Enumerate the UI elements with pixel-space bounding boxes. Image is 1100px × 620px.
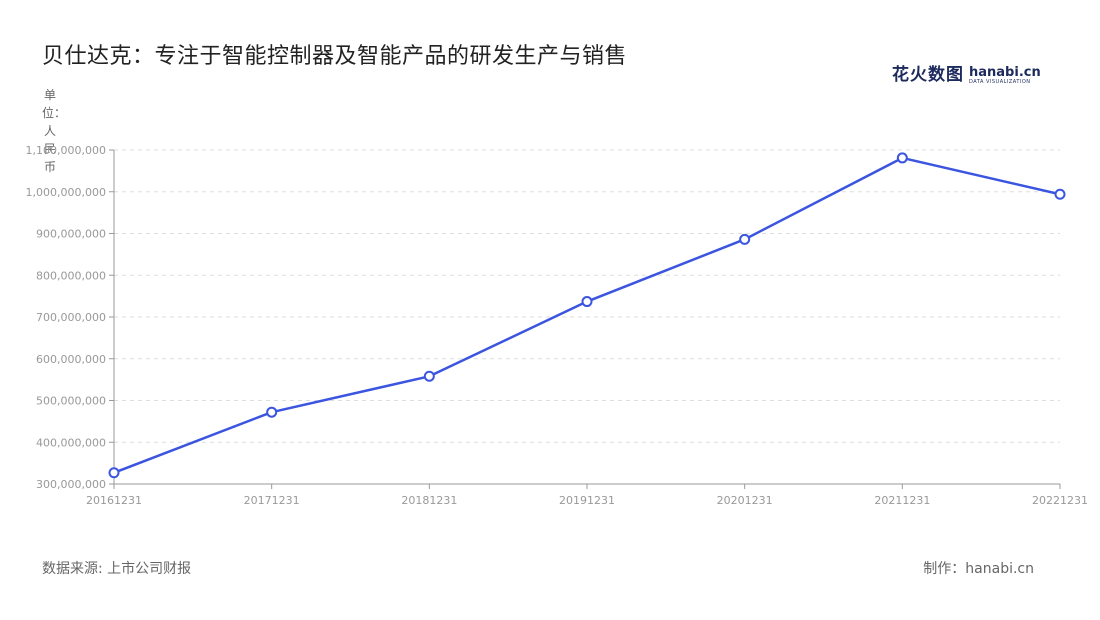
x-tick-label: 20201231 xyxy=(717,494,773,507)
data-point xyxy=(266,406,278,418)
y-tick-label: 1,100,000,000 xyxy=(26,144,106,157)
y-tick-label: 700,000,000 xyxy=(36,311,106,324)
y-tick-label: 900,000,000 xyxy=(36,228,106,241)
x-tick-label: 20221231 xyxy=(1032,494,1088,507)
y-tick-label: 300,000,000 xyxy=(36,478,106,491)
x-tick-label: 20211231 xyxy=(874,494,930,507)
data-point xyxy=(896,152,908,164)
brand-subtitle: DATA VISUALIZATION xyxy=(969,79,1031,85)
brand-name-en-group: hanabi.cn DATA VISUALIZATION xyxy=(969,66,1041,85)
data-point xyxy=(108,467,120,479)
brand-name-cn: 花火数图 xyxy=(892,65,964,85)
maker-credit: 制作：hanabi.cn xyxy=(923,561,1034,577)
x-tick-label: 20161231 xyxy=(86,494,142,507)
brand-logo: 花火数图 hanabi.cn DATA VISUALIZATION xyxy=(892,60,1041,85)
series-line xyxy=(113,156,1061,474)
x-tick-label: 20181231 xyxy=(401,494,457,507)
x-tick-label: 20191231 xyxy=(559,494,615,507)
y-tick-label: 500,000,000 xyxy=(36,395,106,408)
data-point xyxy=(1054,188,1066,200)
y-tick-label: 800,000,000 xyxy=(36,269,106,282)
chart-title: 贝仕达克：专注于智能控制器及智能产品的研发生产与销售 xyxy=(42,44,628,69)
data-point xyxy=(423,370,435,382)
y-tick-label: 600,000,000 xyxy=(36,353,106,366)
data-point xyxy=(581,296,593,308)
brand-name-en: hanabi.cn xyxy=(969,65,1041,80)
data-point xyxy=(739,233,751,245)
data-source-note: 数据来源: 上市公司财报 xyxy=(42,561,192,577)
y-tick-label: 400,000,000 xyxy=(36,436,106,449)
y-tick-label: 1,000,000,000 xyxy=(26,186,106,199)
x-tick-label: 20171231 xyxy=(244,494,300,507)
